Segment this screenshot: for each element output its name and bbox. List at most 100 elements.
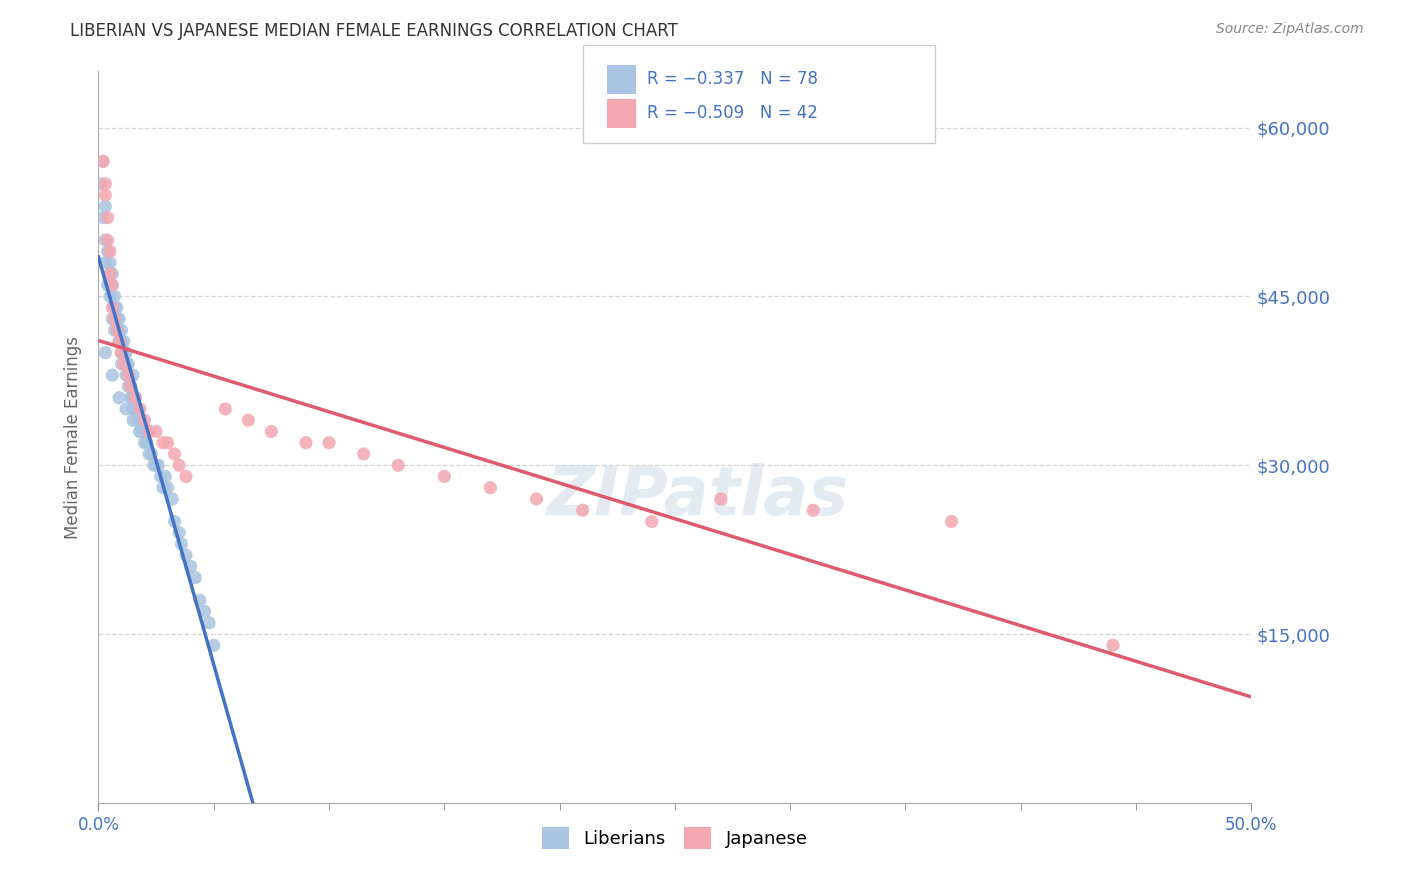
Point (103, 312, 125, 326)
Text: R = −0.509   N = 42: R = −0.509 N = 42 (647, 104, 818, 122)
Point (122, 413, 145, 427)
Point (103, 323, 125, 337)
Point (135, 435, 157, 450)
Point (526, 491, 548, 506)
Point (127, 401, 149, 416)
Point (387, 458, 409, 473)
Point (115, 357, 138, 371)
Point (108, 334, 131, 349)
Point (149, 469, 172, 483)
Point (163, 447, 186, 461)
Point (129, 413, 152, 427)
Point (108, 391, 131, 405)
Point (115, 345, 138, 359)
Point (108, 334, 131, 349)
Point (122, 391, 145, 405)
Point (117, 368, 139, 383)
Point (105, 323, 128, 337)
Point (134, 425, 156, 439)
Point (1102, 638, 1125, 652)
Point (318, 435, 340, 450)
Point (152, 435, 174, 450)
Point (101, 368, 124, 383)
Point (122, 401, 145, 416)
Y-axis label: Median Female Earnings: Median Female Earnings (65, 335, 83, 539)
Point (101, 267, 124, 281)
Point (97, 233, 120, 247)
Point (127, 413, 149, 427)
Point (152, 481, 174, 495)
Point (145, 458, 167, 473)
Point (941, 515, 963, 529)
Text: ZIPatlas: ZIPatlas (547, 463, 849, 529)
Point (260, 425, 283, 439)
Point (94, 345, 117, 359)
Point (141, 447, 163, 461)
Point (117, 368, 139, 383)
Point (122, 368, 145, 383)
Point (115, 368, 138, 383)
Point (129, 425, 152, 439)
Point (238, 413, 260, 427)
Point (138, 447, 160, 461)
Point (110, 334, 132, 349)
Point (156, 481, 179, 495)
Point (108, 323, 131, 337)
Point (110, 323, 132, 337)
Point (98, 289, 121, 303)
Point (145, 425, 167, 439)
Point (801, 503, 824, 517)
Point (98, 244, 121, 259)
Point (167, 525, 190, 540)
Text: LIBERIAN VS JAPANESE MEDIAN FEMALE EARNINGS CORRELATION CHART: LIBERIAN VS JAPANESE MEDIAN FEMALE EARNI… (70, 22, 678, 40)
Point (295, 435, 318, 450)
Point (148, 458, 170, 473)
Point (571, 503, 593, 517)
Point (134, 413, 156, 427)
Point (156, 435, 179, 450)
Point (214, 401, 236, 416)
Point (170, 537, 193, 551)
Text: Source: ZipAtlas.com: Source: ZipAtlas.com (1216, 22, 1364, 37)
Point (115, 401, 138, 416)
Point (193, 605, 215, 619)
Point (105, 323, 128, 337)
Point (110, 345, 132, 359)
Point (97, 244, 120, 259)
Point (97, 278, 120, 293)
Point (94, 188, 117, 202)
Point (101, 278, 124, 293)
Point (124, 391, 146, 405)
Point (98, 267, 121, 281)
Point (101, 278, 124, 293)
Point (160, 491, 183, 506)
Point (90, 177, 112, 191)
Point (117, 379, 139, 393)
Point (120, 391, 142, 405)
Point (112, 345, 135, 359)
Legend: Liberians, Japanese: Liberians, Japanese (534, 820, 815, 856)
Point (108, 312, 131, 326)
Point (710, 491, 733, 506)
Point (129, 425, 152, 439)
Point (91, 211, 114, 225)
Point (174, 548, 197, 562)
Point (110, 357, 132, 371)
Point (105, 312, 128, 326)
Point (124, 391, 146, 405)
Point (124, 401, 146, 416)
Point (433, 469, 456, 483)
Point (98, 267, 121, 281)
Point (94, 177, 117, 191)
Point (129, 401, 152, 416)
Text: R = −0.337   N = 78: R = −0.337 N = 78 (647, 70, 818, 88)
Point (134, 435, 156, 450)
Point (103, 312, 125, 326)
Point (110, 345, 132, 359)
Point (120, 379, 142, 393)
Point (138, 425, 160, 439)
Point (112, 357, 135, 371)
Point (120, 379, 142, 393)
Point (112, 334, 135, 349)
Point (91, 154, 114, 169)
